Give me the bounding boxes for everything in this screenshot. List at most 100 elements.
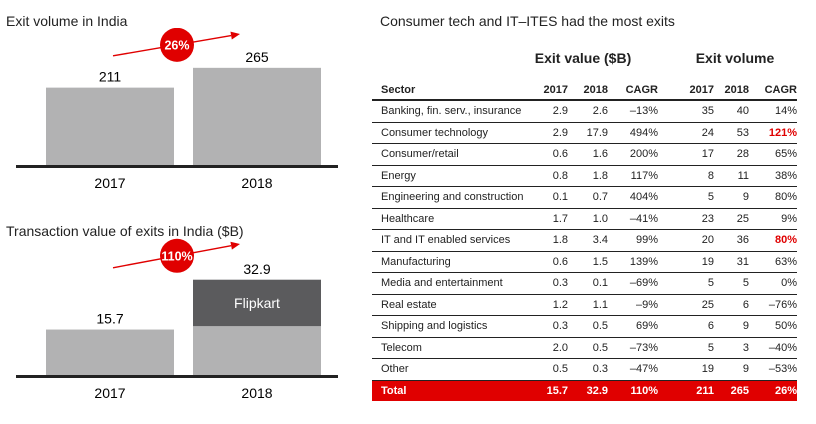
table-cell: 5: [658, 186, 714, 209]
table-cell: 0.7: [568, 186, 608, 209]
column-header-2: 2018: [568, 80, 608, 101]
column-header-4: 2017: [658, 80, 714, 101]
table-cell: 3: [714, 337, 749, 359]
table-cell: 0.3: [524, 315, 568, 338]
table-cell: –76%: [749, 294, 797, 316]
table-cell: –13%: [608, 100, 658, 123]
table-cell: 35: [658, 100, 714, 123]
value-category-label-2018: 2018: [241, 385, 272, 401]
table-cell: 36: [714, 229, 749, 252]
volume-category-label-2018: 2018: [241, 175, 272, 191]
table-cell: 2.0: [524, 337, 568, 359]
table-cell: 0.3: [568, 358, 608, 381]
table-row: IT and IT enabled services 1.8 3.4 99% 20 36 8…: [372, 229, 797, 252]
sector-name: Banking, fin. serv., insurance: [372, 100, 524, 123]
table-cell: 0.8: [524, 165, 568, 187]
table-cell: 6: [658, 315, 714, 338]
table-cell: 24: [658, 122, 714, 144]
table-cell: 0.5: [524, 358, 568, 381]
table-row: Manufacturing 0.6 1.5 139% 19 31 63%: [372, 251, 797, 273]
table-cell: 17: [658, 143, 714, 166]
table-row: Real estate 1.2 1.1 –9% 25 6 –76%: [372, 294, 797, 316]
table-cell: –41%: [608, 208, 658, 230]
table-cell: 0%: [749, 272, 797, 295]
table-cell: 8: [658, 165, 714, 187]
table-cell: 0.6: [524, 251, 568, 273]
total-cell: 265: [714, 380, 749, 401]
value-flipkart-segment: [193, 279, 321, 327]
table-cell: 80%: [749, 229, 797, 252]
table-cell: 40: [714, 100, 749, 123]
column-header-0: Sector: [372, 80, 524, 101]
total-cell: 32.9: [568, 380, 608, 401]
table-row: Consumer technology 2.9 17.9 494% 24 53 121%: [372, 122, 797, 144]
total-cell: 15.7: [524, 380, 568, 401]
table-cell: 19: [658, 251, 714, 273]
table-cell: 19: [658, 358, 714, 381]
volume-category-label-2017: 2017: [94, 175, 125, 191]
value-bar-2017: [46, 329, 174, 375]
volume-bar-2017: [46, 87, 174, 165]
value-value-label-2018: 32.9: [243, 261, 270, 277]
table-row: Banking, fin. serv., insurance 2.9 2.6 –13%…: [372, 100, 797, 123]
value-chart-title: Transaction value of exits in India ($B): [6, 223, 244, 239]
table-cell: 1.1: [568, 294, 608, 316]
table-cell: –9%: [608, 294, 658, 316]
sector-name: Healthcare: [372, 208, 524, 230]
table-cell: 139%: [608, 251, 658, 273]
table-cell: 0.1: [568, 272, 608, 295]
table-cell: 53: [714, 122, 749, 144]
table-cell: 0.1: [524, 186, 568, 209]
value-growth-arrowhead: [230, 241, 240, 250]
table-cell: –53%: [749, 358, 797, 381]
table-cell: 121%: [749, 122, 797, 144]
table-cell: 9%: [749, 208, 797, 230]
table-cell: 1.6: [568, 143, 608, 166]
table-cell: 0.3: [524, 272, 568, 295]
table-cell: 25: [714, 208, 749, 230]
table-cell: 1.2: [524, 294, 568, 316]
table-cell: 20: [658, 229, 714, 252]
table-cell: 9: [714, 315, 749, 338]
table-cell: 28: [714, 143, 749, 166]
table-cell: 1.0: [568, 208, 608, 230]
table-row: Telecom 2.0 0.5 –73% 5 3 –40%: [372, 337, 797, 359]
table-row: Other 0.5 0.3 –47% 19 9 –53%: [372, 358, 797, 381]
table-cell: 404%: [608, 186, 658, 209]
volume-growth-arrowhead: [230, 31, 240, 40]
sector-name: IT and IT enabled services: [372, 229, 524, 252]
total-row: Total 15.7 32.9 110% 211 265 26%: [372, 380, 797, 401]
volume-growth-badge: [160, 28, 194, 62]
table-cell: 6: [714, 294, 749, 316]
sector-name: Consumer technology: [372, 122, 524, 144]
table-cell: 2.9: [524, 100, 568, 123]
volume-growth-label: 26%: [164, 38, 189, 52]
table-cell: 50%: [749, 315, 797, 338]
value-value-label-2017: 15.7: [96, 311, 123, 327]
sector-name: Consumer/retail: [372, 143, 524, 166]
table-row: Engineering and construction 0.1 0.7 404% 5 9…: [372, 186, 797, 209]
table-cell: –73%: [608, 337, 658, 359]
volume-chart: 211 2017 265 2018 26%: [16, 28, 338, 191]
column-header-5: 2018: [714, 80, 749, 101]
table-row: Media and entertainment 0.3 0.1 –69% 5 5 0%: [372, 272, 797, 295]
table-cell: 494%: [608, 122, 658, 144]
table-cell: 0.6: [524, 143, 568, 166]
table-cell: 25: [658, 294, 714, 316]
table-row: Shipping and logistics 0.3 0.5 69% 6 9 50%: [372, 315, 797, 338]
value-chart: 15.7 2017 Flipkart 32.9 2018 110%: [16, 238, 338, 401]
table-cell: 63%: [749, 251, 797, 273]
table-cell: 38%: [749, 165, 797, 187]
column-header-3: CAGR: [608, 80, 658, 101]
table-cell: 69%: [608, 315, 658, 338]
sector-name: Shipping and logistics: [372, 315, 524, 338]
table-cell: 65%: [749, 143, 797, 166]
table-cell: 1.7: [524, 208, 568, 230]
table-header-row: Sector 2017 2018 CAGR 2017 2018 CAGR: [372, 80, 797, 101]
table-cell: 11: [714, 165, 749, 187]
table-cell: 31: [714, 251, 749, 273]
value-growth-badge: [160, 238, 194, 273]
table-title: Consumer tech and IT–ITES had the most e…: [380, 13, 675, 29]
column-header-6: CAGR: [749, 80, 797, 101]
total-cell: 211: [658, 380, 714, 401]
